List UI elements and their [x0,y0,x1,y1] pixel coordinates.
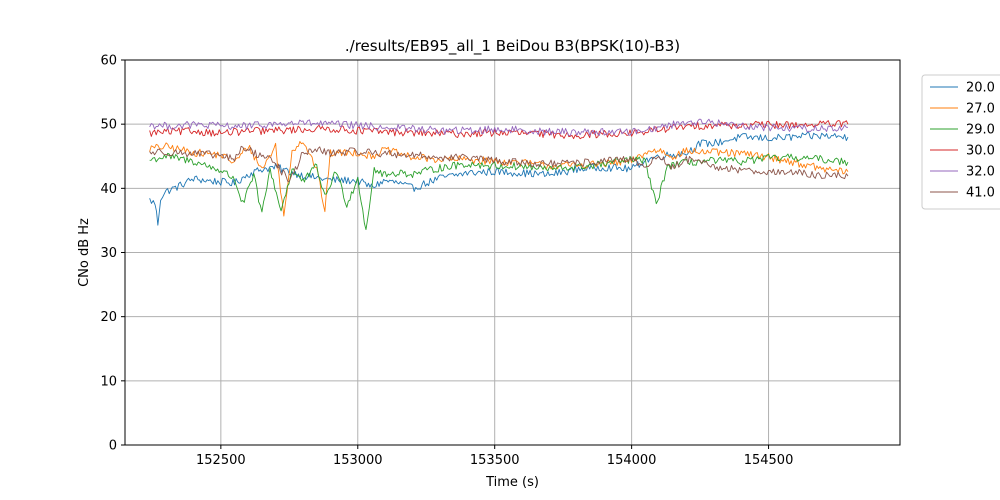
chart-title: ./results/EB95_all_1 BeiDou B3(BPSK(10)-… [345,37,680,56]
legend-label: 30.0 [966,144,995,159]
x-tick-label: 153000 [333,453,383,468]
series-line-20.0 [149,132,849,226]
x-tick-label: 152500 [196,453,246,468]
y-tick-label: 30 [100,246,117,261]
y-tick-label: 50 [100,118,117,133]
legend-label: 27.0 [966,102,995,117]
legend-label: 32.0 [966,165,995,180]
x-axis: 152500 153000 153500 154000 154500 [196,445,793,468]
legend-label: 29.0 [966,123,995,138]
y-tick-label: 60 [100,54,117,69]
y-tick-label: 40 [100,182,117,197]
legend-label: 41.0 [966,186,995,201]
legend: 20.0 27.0 29.0 30.0 32.0 41.0 [921,74,1000,210]
series-line-32.0 [149,118,848,136]
series-line-30.0 [149,120,849,140]
y-tick-label: 10 [100,374,117,389]
y-tick-label: 20 [100,310,117,325]
series-line-41.0 [149,145,849,183]
x-tick-label: 154500 [744,453,794,468]
legend-label: 20.0 [966,81,995,96]
legend-frame [921,74,1000,210]
y-axis-label: CNo dB Hz [77,218,92,287]
y-tick-label: 0 [109,439,117,454]
series-layer [149,118,849,231]
x-tick-label: 154000 [607,453,657,468]
series-line-27.0 [149,141,849,217]
x-axis-label: Time (s) [485,475,539,490]
x-tick-label: 153500 [470,453,520,468]
series-line-29.0 [149,152,849,231]
y-axis: 0 10 20 30 40 50 60 [100,54,125,454]
